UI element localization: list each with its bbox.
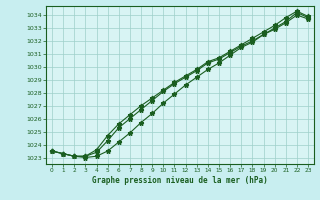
X-axis label: Graphe pression niveau de la mer (hPa): Graphe pression niveau de la mer (hPa)	[92, 176, 268, 185]
